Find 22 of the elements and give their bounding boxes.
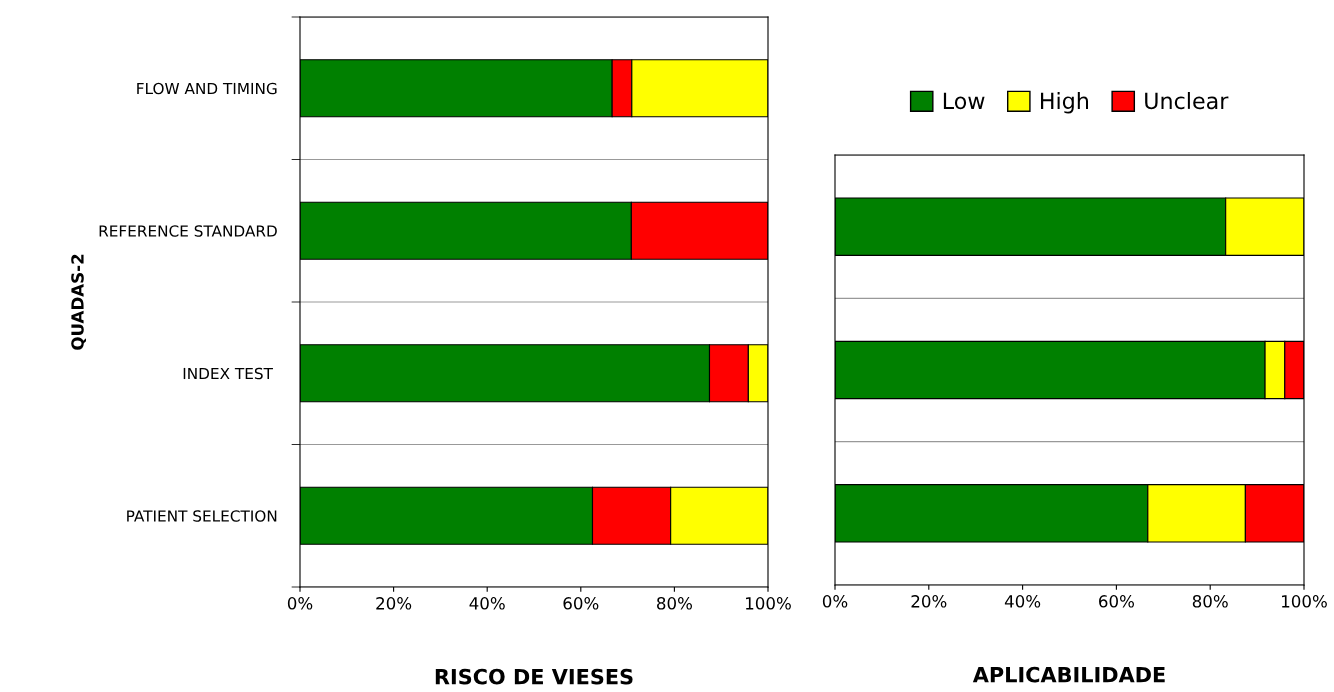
legend-label: Unclear (1145, 91, 1229, 110)
x-tick-label: 40% (1004, 595, 1041, 608)
legend-label: High (1041, 91, 1088, 114)
y-tick-label: FLOW AND TIMING (137, 82, 277, 95)
y-axis-title: QUADAS-2 (71, 254, 86, 350)
y-tick-label: PATIENT SELECTION (127, 510, 277, 522)
x-tick-label: 20% (911, 595, 947, 608)
x-tick-label: 100% (1282, 595, 1327, 608)
x-tick-label: 40% (469, 597, 505, 610)
x-tick-label: 80% (1192, 595, 1228, 608)
y-tick-label: INDEX TEST (183, 367, 273, 380)
x-tick-label: 20% (376, 597, 412, 610)
x-tick-label: 0% (287, 597, 313, 610)
x-tick-label: 60% (1099, 595, 1134, 608)
y-tick-label: REFERENCE STANDARD (99, 225, 277, 237)
x-axis-title: RISCO DE VIESES (435, 668, 633, 685)
x-tick-label: 0% (822, 595, 848, 608)
x-tick-label: 60% (563, 597, 599, 610)
x-tick-label: 80% (657, 597, 692, 610)
legend-label: Low (943, 92, 985, 110)
x-tick-label: 100% (746, 597, 791, 610)
x-axis-title: APLICABILIDADE (972, 666, 1165, 683)
